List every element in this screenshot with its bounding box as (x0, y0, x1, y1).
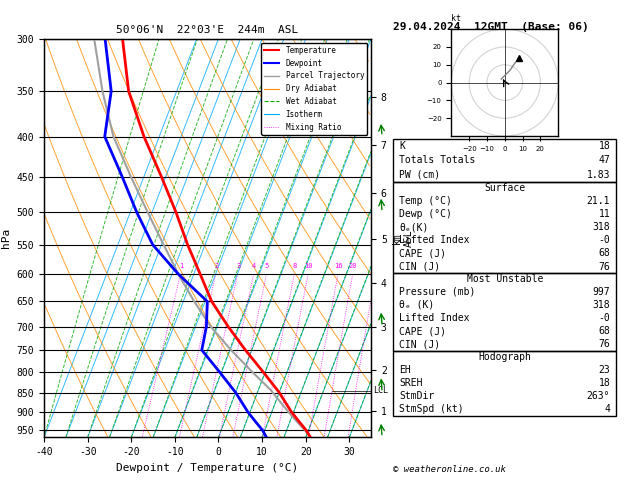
Text: -0: -0 (598, 235, 610, 245)
Text: 47: 47 (598, 156, 610, 165)
Text: 1: 1 (179, 263, 183, 269)
Text: -0: -0 (598, 313, 610, 323)
Text: θₑ (K): θₑ (K) (399, 300, 435, 310)
Text: CAPE (J): CAPE (J) (399, 326, 447, 336)
Text: Lifted Index: Lifted Index (399, 313, 470, 323)
Text: 68: 68 (598, 248, 610, 259)
Text: SREH: SREH (399, 378, 423, 388)
Text: 76: 76 (598, 339, 610, 349)
Text: 11: 11 (598, 209, 610, 219)
Text: CIN (J): CIN (J) (399, 261, 440, 272)
Text: 318: 318 (593, 300, 610, 310)
Text: kt: kt (452, 14, 461, 23)
Text: PW (cm): PW (cm) (399, 170, 440, 180)
Text: 21.1: 21.1 (587, 196, 610, 206)
Text: 18: 18 (598, 378, 610, 388)
Text: 3: 3 (236, 263, 240, 269)
Text: Hodograph: Hodograph (478, 352, 532, 362)
Text: Surface: Surface (484, 183, 525, 193)
Text: LCL: LCL (373, 386, 388, 395)
Text: Lifted Index: Lifted Index (399, 235, 470, 245)
Text: 8: 8 (293, 263, 297, 269)
Text: 5: 5 (265, 263, 269, 269)
Text: 18: 18 (598, 141, 610, 151)
Text: © weatheronline.co.uk: © weatheronline.co.uk (393, 465, 506, 474)
Y-axis label: hPa: hPa (1, 228, 11, 248)
Text: Totals Totals: Totals Totals (399, 156, 476, 165)
X-axis label: Dewpoint / Temperature (°C): Dewpoint / Temperature (°C) (116, 463, 299, 473)
Legend: Temperature, Dewpoint, Parcel Trajectory, Dry Adiabat, Wet Adiabat, Isotherm, Mi: Temperature, Dewpoint, Parcel Trajectory… (261, 43, 367, 135)
Text: CAPE (J): CAPE (J) (399, 248, 447, 259)
Text: 16: 16 (334, 263, 343, 269)
Text: K: K (399, 141, 405, 151)
Text: 997: 997 (593, 287, 610, 297)
Y-axis label: km
ASL: km ASL (392, 229, 414, 247)
Text: Temp (°C): Temp (°C) (399, 196, 452, 206)
Text: 2: 2 (214, 263, 218, 269)
Text: 4: 4 (604, 404, 610, 414)
Text: StmDir: StmDir (399, 391, 435, 401)
Text: Dewp (°C): Dewp (°C) (399, 209, 452, 219)
Text: Pressure (mb): Pressure (mb) (399, 287, 476, 297)
Text: 4: 4 (252, 263, 257, 269)
Text: CIN (J): CIN (J) (399, 339, 440, 349)
Text: 23: 23 (598, 364, 610, 375)
Text: 20: 20 (349, 263, 357, 269)
Text: EH: EH (399, 364, 411, 375)
Text: 76: 76 (598, 261, 610, 272)
Text: 318: 318 (593, 222, 610, 232)
Text: 10: 10 (304, 263, 313, 269)
Text: θₑ(K): θₑ(K) (399, 222, 429, 232)
Text: 1.83: 1.83 (587, 170, 610, 180)
Text: 263°: 263° (587, 391, 610, 401)
Text: Most Unstable: Most Unstable (467, 274, 543, 284)
Title: 50°06'N  22°03'E  244m  ASL: 50°06'N 22°03'E 244m ASL (116, 25, 299, 35)
Text: 29.04.2024  12GMT  (Base: 06): 29.04.2024 12GMT (Base: 06) (393, 22, 589, 32)
Text: 68: 68 (598, 326, 610, 336)
Text: StmSpd (kt): StmSpd (kt) (399, 404, 464, 414)
